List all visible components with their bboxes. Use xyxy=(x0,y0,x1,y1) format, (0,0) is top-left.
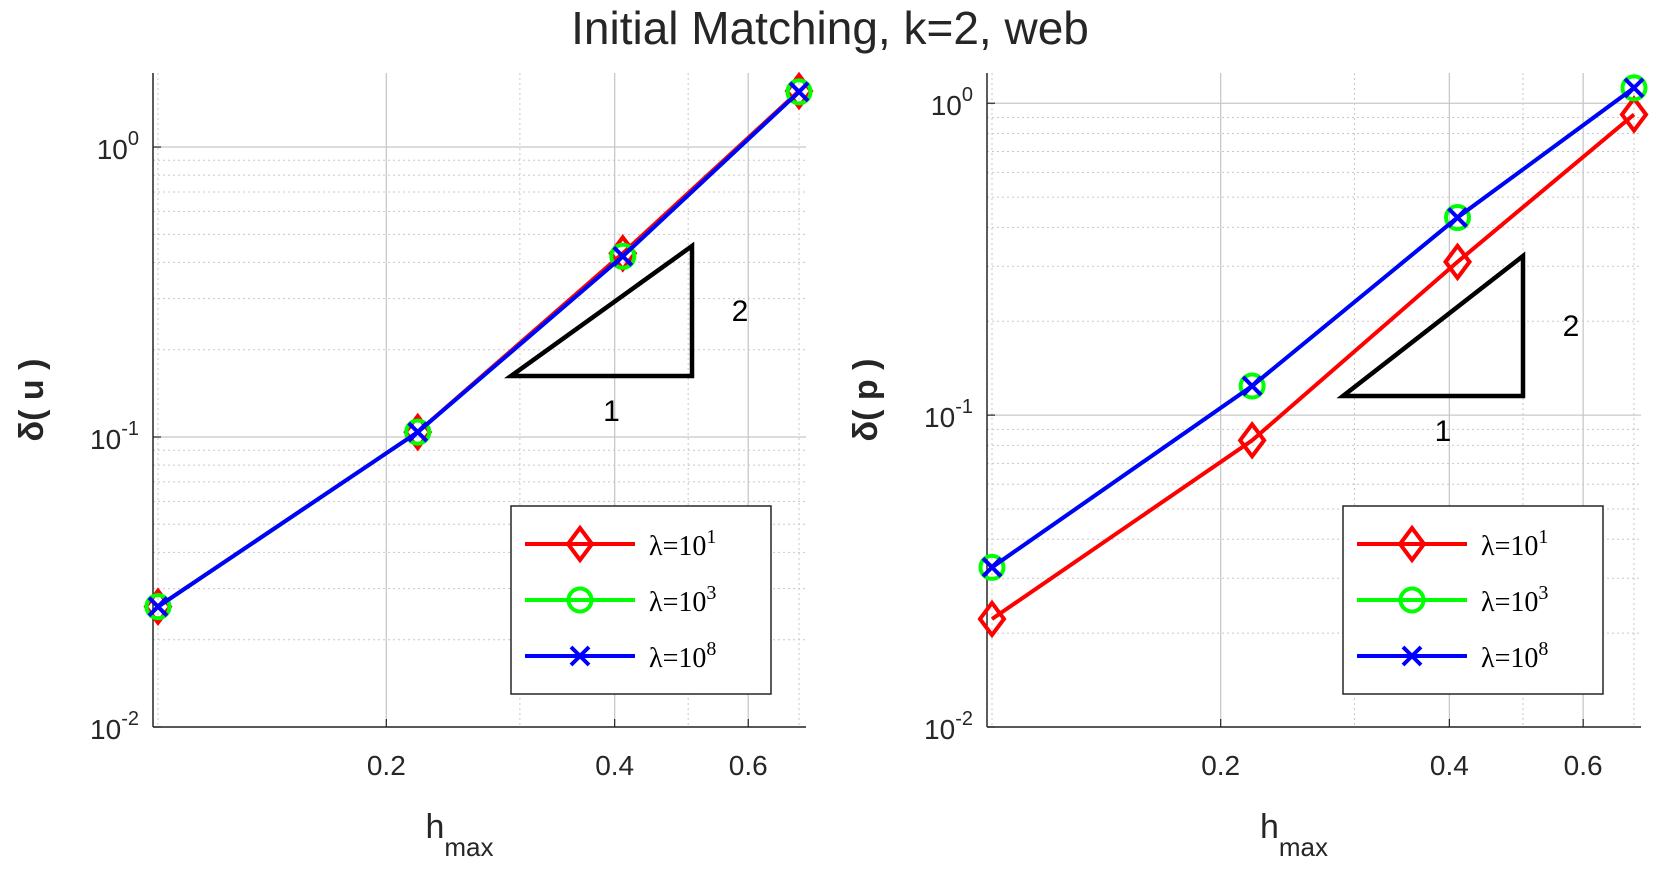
chart-panel-u: 0.2 0.4 0.6 10-2 10-1 100 hmax δ( u ) 1 2 λ=101 λ=1… xyxy=(13,71,814,862)
series-x xyxy=(147,81,810,618)
marker-x xyxy=(1623,77,1645,99)
slope-rise-label: 2 xyxy=(1563,310,1580,343)
slope-rise-label: 2 xyxy=(732,295,749,328)
series-line xyxy=(990,86,1636,569)
chart-panel-p: 0.2 0.4 0.6 10-2 10-1 100 hmax δ( p ) 1 2 λ=101 λ=1… xyxy=(847,73,1649,862)
x-tick-label: 0.2 xyxy=(1201,750,1240,781)
marker-circle xyxy=(404,418,432,446)
marker-diamond xyxy=(977,599,1007,639)
marker-diamond xyxy=(1397,524,1427,564)
series-diamond xyxy=(977,95,1649,639)
x-tick-label: 0.2 xyxy=(367,750,406,781)
y-tick-label: 10-2 xyxy=(90,708,139,745)
marker-x xyxy=(788,81,810,103)
legend-label: λ=101 xyxy=(649,526,716,562)
marker-circle xyxy=(785,78,813,106)
marker-diamond xyxy=(1619,95,1649,134)
x-tick-label: 0.6 xyxy=(1564,750,1603,781)
marker-x xyxy=(1447,207,1468,228)
figure-title: Initial Matching, k=2, web xyxy=(571,2,1089,54)
slope-triangle xyxy=(1336,251,1526,399)
marker-diamond xyxy=(1443,242,1473,282)
slope-run-label: 1 xyxy=(603,395,620,428)
marker-circle xyxy=(1398,586,1426,614)
marker-diamond xyxy=(1237,421,1267,460)
marker-x xyxy=(1241,375,1263,397)
legend-label: λ=108 xyxy=(649,638,716,674)
series-line xyxy=(990,112,1636,621)
marker-circle xyxy=(1620,74,1648,102)
marker-circle xyxy=(566,586,594,614)
marker-circle xyxy=(978,553,1006,581)
y-axis-label: δ( u ) xyxy=(13,359,51,442)
slope-run-label: 1 xyxy=(1435,415,1452,448)
marker-x xyxy=(569,645,591,667)
x-tick-label: 0.4 xyxy=(1430,750,1469,781)
marker-x xyxy=(612,245,634,267)
y-tick-label: 100 xyxy=(931,84,973,121)
legend-label: λ=101 xyxy=(1481,526,1548,562)
x-axis-label: hmax xyxy=(1260,808,1328,862)
y-tick-label: 10-1 xyxy=(90,418,139,455)
series-line xyxy=(156,90,801,609)
legend-label: λ=103 xyxy=(1481,582,1548,618)
legend-label: λ=108 xyxy=(1481,638,1548,674)
marker-circle xyxy=(1238,372,1266,400)
y-axis-label: δ( p ) xyxy=(847,359,885,442)
x-axis-label: hmax xyxy=(425,808,493,862)
marker-x xyxy=(407,421,429,443)
y-tick-label: 10-1 xyxy=(924,396,973,433)
y-tick-label: 100 xyxy=(97,128,139,165)
marker-circle xyxy=(609,242,637,270)
marker-circle xyxy=(1444,204,1472,232)
marker-x xyxy=(981,556,1003,578)
x-tick-label: 0.6 xyxy=(729,750,768,781)
marker-diamond xyxy=(565,524,595,564)
slope-triangle xyxy=(504,241,695,379)
marker-circle xyxy=(144,593,172,621)
marker-x xyxy=(147,596,169,618)
y-tick-label: 10-2 xyxy=(924,708,973,745)
legend-label: λ=103 xyxy=(649,582,716,618)
marker-x xyxy=(1401,645,1423,667)
series-x xyxy=(981,77,1645,578)
x-tick-label: 0.4 xyxy=(595,750,634,781)
